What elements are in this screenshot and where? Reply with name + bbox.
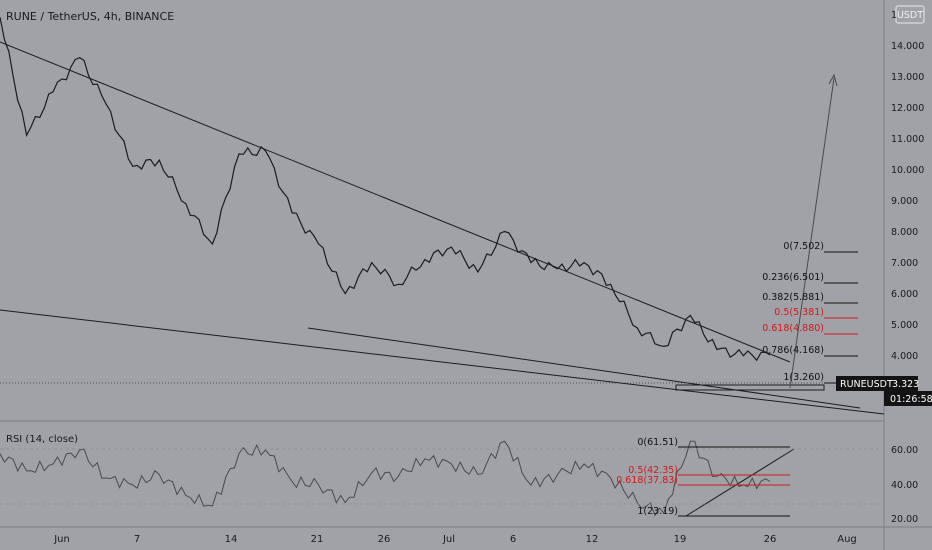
price-tick-label: 10.000 xyxy=(891,165,924,176)
support-zone[interactable] xyxy=(675,384,825,391)
price-tick-label: 4.000 xyxy=(891,351,918,362)
time-tick-label: 6 xyxy=(510,534,516,545)
descending-resistance-line[interactable] xyxy=(0,41,791,363)
price-tick-label: 11.000 xyxy=(891,134,924,145)
fib-rsi-label: 0.5(42.35) xyxy=(628,465,678,476)
currency-badge[interactable] xyxy=(895,5,925,24)
price-tick-label: 13.000 xyxy=(891,72,924,83)
fib-rsi-label: 0.618(37.83) xyxy=(616,475,678,486)
time-tick-label: 12 xyxy=(586,534,599,545)
badge-price: 3.323 xyxy=(892,379,919,390)
price-tick-label: 8.000 xyxy=(891,227,918,238)
fib-level-label: 0.786(4.168) xyxy=(762,345,824,356)
price-tick-label: 5.000 xyxy=(891,320,918,331)
fib-level-label: 0(7.502) xyxy=(783,241,824,252)
fib-level-label: 1(3.260) xyxy=(783,372,824,383)
rsi-tick-label: 60.00 xyxy=(891,445,918,456)
rsi-tick-label: 20.00 xyxy=(891,514,918,525)
last-price-badge: RUNEUSDT 3.323 01:26:58 xyxy=(836,376,932,406)
countdown-bg xyxy=(884,391,932,406)
currency-label: USDT xyxy=(897,10,923,21)
trendlines[interactable] xyxy=(0,41,885,517)
time-tick-label: 14 xyxy=(225,534,238,545)
time-tick-label: Aug xyxy=(837,534,857,545)
rsi-trendline[interactable] xyxy=(685,448,795,517)
support-line[interactable] xyxy=(307,327,861,409)
price-tick-label: 7.000 xyxy=(891,258,918,269)
last-price-badge-bg xyxy=(836,376,918,391)
time-tick-label: 19 xyxy=(674,534,687,545)
fib-level-label: 0.236(6.501) xyxy=(762,272,824,283)
fib-level-label: 0.618(4.880) xyxy=(762,323,824,334)
time-tick-label: 21 xyxy=(311,534,324,545)
time-tick-label: 7 xyxy=(134,534,140,545)
price-tick-label: 14.000 xyxy=(891,41,924,52)
fib-retracement-rsi[interactable]: 0(61.51) 0.5(42.35)0.618(37.83) 1(23.19) xyxy=(616,437,790,517)
symbol-title: RUNE / TetherUS, 4h, BINANCE xyxy=(6,10,174,23)
projection-arrow-line[interactable] xyxy=(789,77,835,389)
time-tick-label: Jun xyxy=(53,534,70,545)
rsi-axis[interactable]: 60.00 40.00 20.00 xyxy=(0,445,918,525)
price-tick-label: 6.000 xyxy=(891,289,918,300)
lower-wedge-line[interactable] xyxy=(0,309,885,415)
price-tick-label: 1 xyxy=(891,10,897,21)
time-tick-label: Jul xyxy=(442,534,455,545)
fib-rsi-label: 0(61.51) xyxy=(637,437,678,448)
time-axis[interactable]: Jun 7 14 21 26 Jul 6 12 19 26 Aug xyxy=(53,534,857,545)
fib-level-label: 0.382(5.881) xyxy=(762,292,824,303)
badge-countdown: 01:26:58 xyxy=(890,394,932,405)
time-tick-label: 26 xyxy=(764,534,777,545)
fib-rsi-label: 1(23.19) xyxy=(637,506,678,517)
price-tick-label: 9.000 xyxy=(891,196,918,207)
rsi-tick-label: 40.00 xyxy=(891,480,918,491)
projection-arrow-head xyxy=(828,73,838,87)
time-tick-label: 26 xyxy=(378,534,391,545)
price-tick-label: 12.000 xyxy=(891,103,924,114)
rsi-line xyxy=(0,440,771,517)
rsi-title: RSI (14, close) xyxy=(6,434,78,445)
price-line xyxy=(0,17,771,362)
badge-symbol: RUNEUSDT xyxy=(840,379,893,390)
fib-level-label: 0.5(5.381) xyxy=(774,307,824,318)
fib-retracement-price[interactable]: 0(7.502) 0.236(6.501) 0.382(5.881) 0.5(5.38… xyxy=(762,241,858,384)
